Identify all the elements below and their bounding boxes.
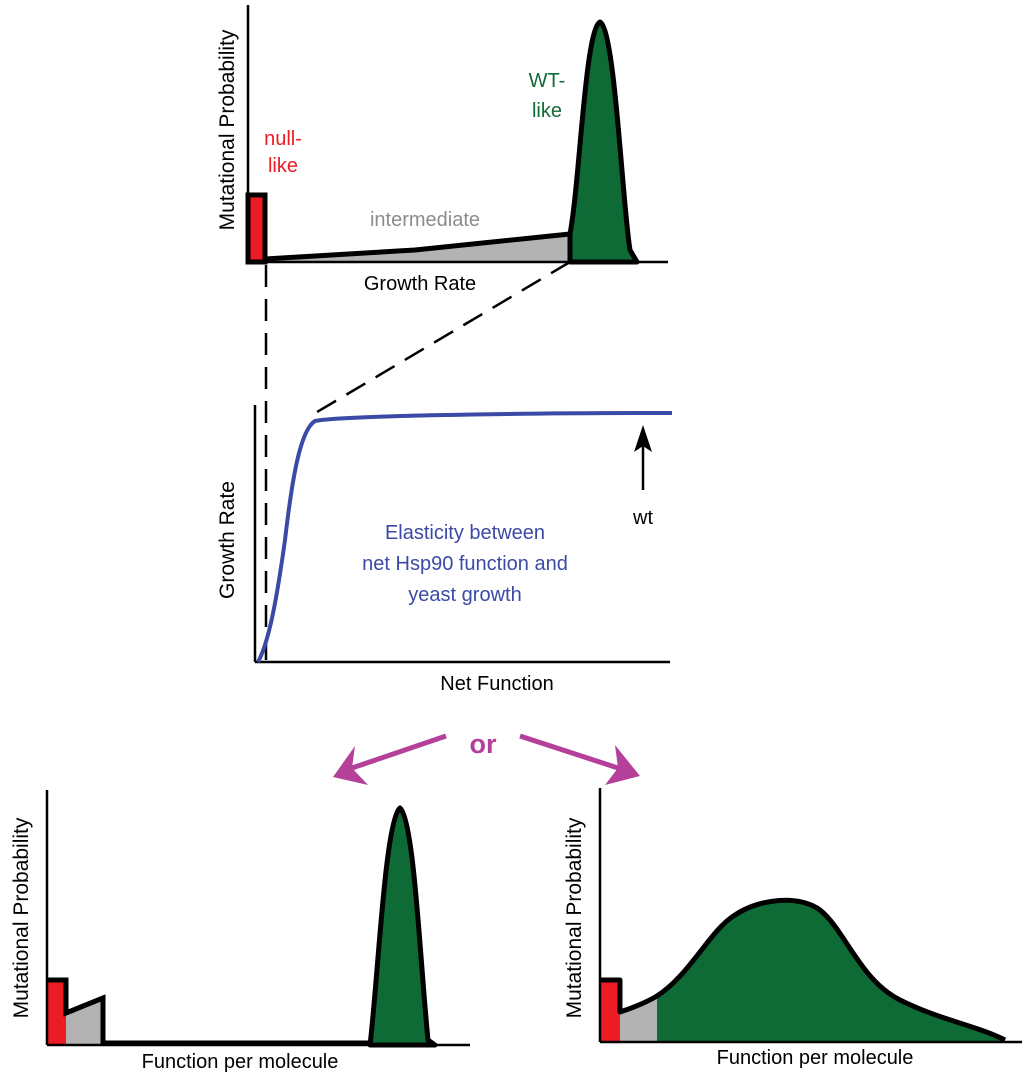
right-arrow-head xyxy=(605,745,640,785)
null-like-bar xyxy=(245,192,268,265)
wt-like-label: WT- xyxy=(529,70,566,92)
or-label: or xyxy=(470,729,497,759)
x-axis-label: Function per molecule xyxy=(717,1047,914,1069)
y-axis-label: Growth Rate xyxy=(216,481,239,599)
null-like-bar xyxy=(600,980,620,1042)
intermediate-region xyxy=(265,234,570,262)
null-like-label-2: like xyxy=(268,155,298,177)
x-axis-label: Net Function xyxy=(440,673,553,695)
intermediate-curve xyxy=(264,231,571,262)
growth-curve xyxy=(256,411,673,663)
caption-line: net Hsp90 function and xyxy=(362,553,568,575)
dashed-connector-right xyxy=(311,260,571,417)
wt-label: wt xyxy=(632,507,653,529)
right-arrow-shaft xyxy=(519,733,619,771)
wt-like-peak xyxy=(567,19,640,265)
distribution-outline xyxy=(47,977,370,1046)
wt-like-region xyxy=(657,900,1005,1042)
intermediate-label: intermediate xyxy=(370,209,480,231)
wt-like-label-2: like xyxy=(532,100,562,122)
wt-arrow-head xyxy=(634,425,652,452)
bottom-right-panel: Mutational Probability Function per mole… xyxy=(563,788,1022,1069)
y-axis-label: Mutational Probability xyxy=(216,29,239,230)
wt-like-peak xyxy=(367,805,438,1048)
top-panel: Mutational Probability Growth Rate null-… xyxy=(216,5,668,295)
caption-line: Elasticity between xyxy=(385,522,545,544)
left-arrow-head xyxy=(333,746,368,785)
bottom-left-panel: Mutational Probability Function per mole… xyxy=(10,790,470,1073)
left-arrow-shaft xyxy=(351,733,447,771)
middle-panel: wt Growth Rate Net Function Elasticity b… xyxy=(216,405,673,695)
x-axis-label: Growth Rate xyxy=(364,273,476,295)
y-axis-label: Mutational Probability xyxy=(10,817,33,1018)
x-axis-label: Function per molecule xyxy=(142,1051,339,1073)
null-like-label: null- xyxy=(264,128,302,150)
caption-line: yeast growth xyxy=(408,584,521,606)
null-like-bar xyxy=(47,980,66,1045)
intermediate-region xyxy=(620,996,657,1042)
distribution-outline xyxy=(600,897,1007,1043)
y-axis-label: Mutational Probability xyxy=(563,817,586,1018)
